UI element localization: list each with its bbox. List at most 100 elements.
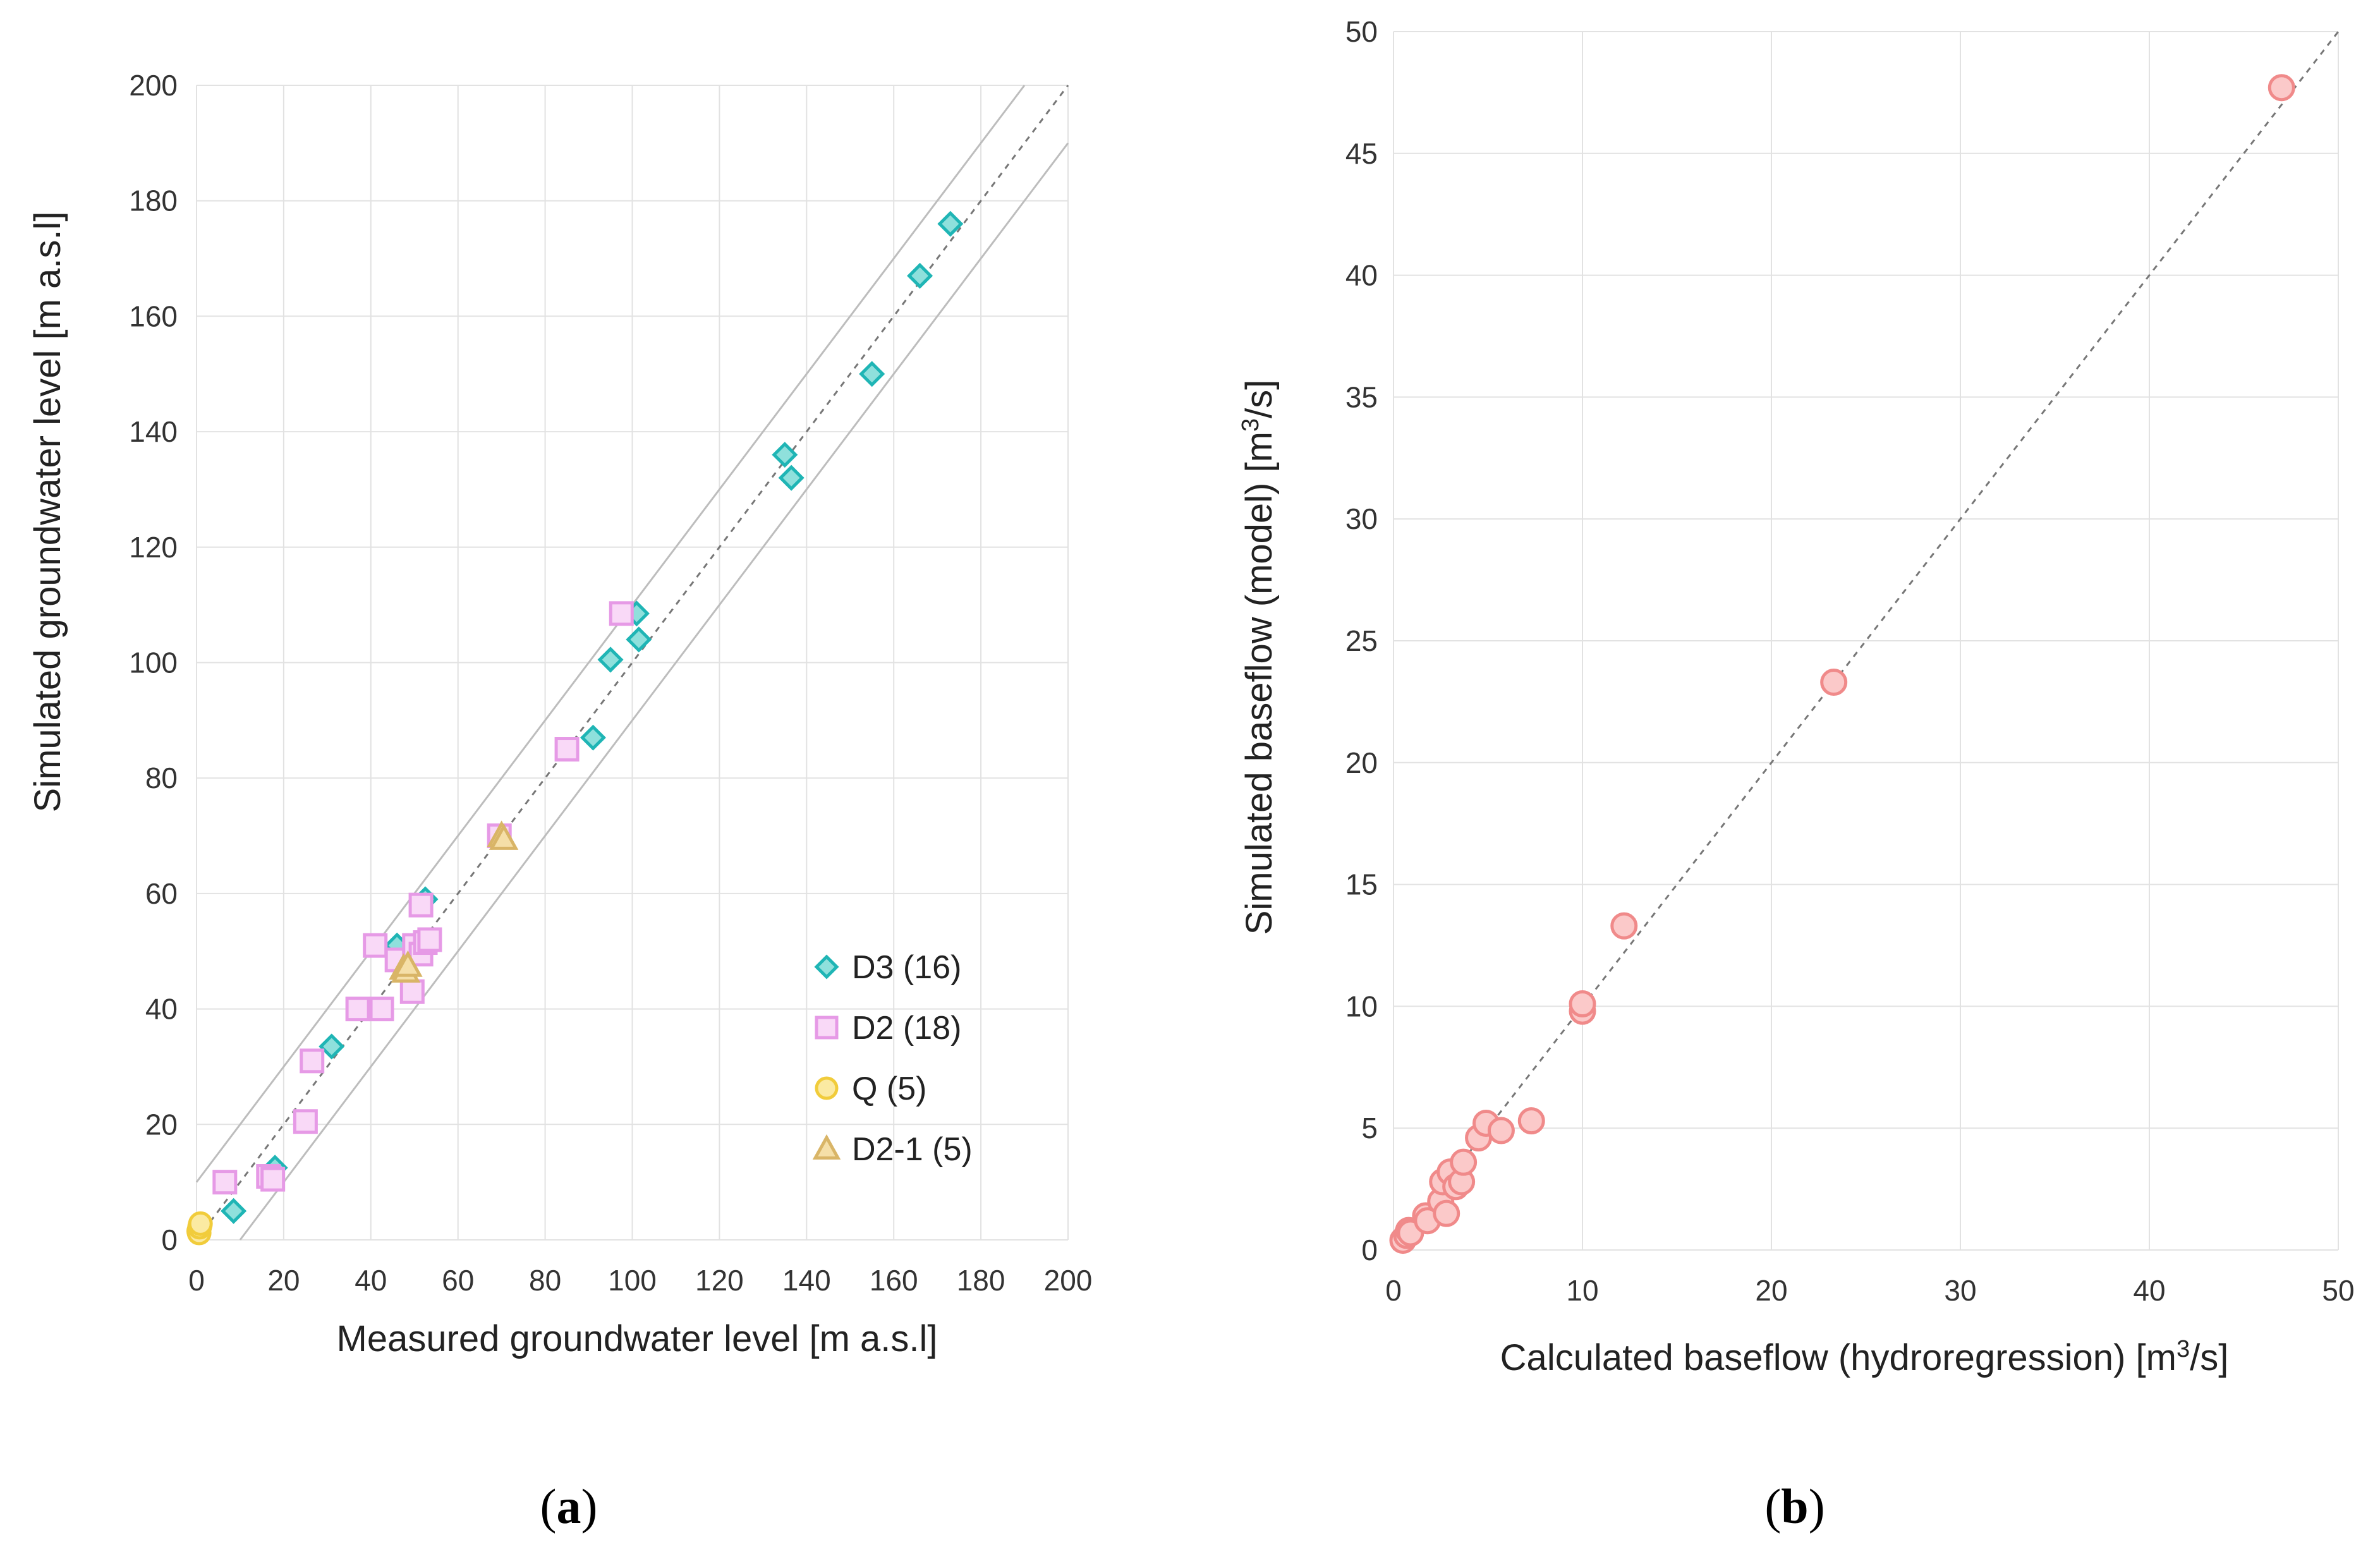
square-point — [345, 997, 370, 1022]
x-tick-label: 30 — [1944, 1274, 1976, 1307]
x-tick-label: 50 — [2322, 1274, 2354, 1307]
square-point — [408, 892, 434, 918]
series-circle — [1389, 74, 2295, 1254]
x-tick-label: 10 — [1566, 1274, 1598, 1307]
legend-label: Q (5) — [852, 1071, 926, 1107]
y-tick-label: 120 — [129, 531, 178, 564]
y-tick-label: 35 — [1345, 380, 1378, 413]
circle-point — [2268, 74, 2295, 102]
y-tick-label: 25 — [1345, 624, 1378, 657]
panel-b-tick-labels: 0 10 20 30 40 50 0 5 10 15 20 25 30 35 40 45 50 — [1345, 15, 2355, 1307]
y-tick-label: 40 — [145, 993, 178, 1026]
legend-item: D3 (16) — [814, 949, 961, 986]
series-circle — [186, 1211, 213, 1246]
y-tick-label: 10 — [1345, 990, 1378, 1022]
x-tick-label: 0 — [1385, 1274, 1402, 1307]
circle-point — [1450, 1148, 1478, 1176]
panel-a-label: (a) — [540, 1479, 598, 1534]
diamond-point — [580, 724, 606, 751]
square-point — [260, 1167, 286, 1192]
y-tick-label: 20 — [1345, 746, 1378, 779]
panel-b-data-points — [1389, 74, 2295, 1254]
panel-a-letter: a — [557, 1479, 581, 1534]
circle-point — [1433, 1199, 1460, 1227]
panel-a-tick-labels: 0 20 40 60 80 100 120 140 160 180 200 0 20 40 60 80 100 1… — [129, 69, 1092, 1297]
x-tick-label: 40 — [355, 1264, 387, 1297]
square-point — [609, 601, 634, 626]
y-tick-label: 140 — [129, 415, 178, 448]
y-tick-label: 0 — [1361, 1234, 1378, 1266]
square-point — [369, 997, 394, 1022]
tolerance-line — [239, 142, 1069, 1241]
diamond-point — [937, 210, 964, 237]
circle-point — [1487, 1117, 1515, 1144]
circle-point — [1610, 912, 1638, 940]
series-diamond — [221, 210, 964, 1224]
y-tick-label: 30 — [1345, 502, 1378, 535]
square-point — [212, 1170, 238, 1195]
panel-a-data-points — [186, 210, 964, 1246]
square-point — [363, 933, 388, 958]
circle-point — [1517, 1107, 1545, 1135]
x-tick-label: 20 — [1755, 1274, 1787, 1307]
x-tick-label: 80 — [529, 1264, 561, 1297]
y-tick-label: 0 — [161, 1223, 178, 1256]
y-tick-label: 160 — [129, 300, 178, 332]
legend-label: D2-1 (5) — [852, 1131, 973, 1168]
diamond-point — [907, 262, 933, 289]
series-triangle — [389, 820, 519, 983]
legend-label: D3 (16) — [852, 949, 961, 986]
diamond-point — [859, 361, 885, 387]
diamond-point — [221, 1198, 247, 1224]
series-square — [212, 601, 634, 1195]
legend-item: D2 (18) — [815, 1010, 961, 1046]
x-tick-label: 160 — [870, 1264, 918, 1297]
x-tick-label: 200 — [1044, 1264, 1093, 1297]
panel-a-legend: D3 (16) D2 (18) Q (5) D2-1 (5) — [812, 949, 973, 1168]
y-tick-label: 50 — [1345, 15, 1378, 48]
circle-point — [188, 1211, 213, 1236]
y-tick-label: 40 — [1345, 259, 1378, 292]
diamond-point — [772, 442, 798, 468]
tolerance-line — [195, 85, 1026, 1183]
diamond-point — [814, 954, 839, 980]
diamond-point — [626, 626, 652, 653]
x-tick-label: 40 — [2133, 1274, 2165, 1307]
x-tick-label: 20 — [267, 1264, 300, 1297]
panel-b-chart: 0 10 20 30 40 50 0 5 10 15 20 25 30 35 40 45 50 Simulate… — [1237, 15, 2355, 1534]
panel-b-y-axis-label: Simulated baseflow (model) [m3/s] — [1237, 380, 1280, 935]
circle-point — [1820, 669, 1848, 696]
x-tick-label: 140 — [782, 1264, 831, 1297]
y-tick-label: 60 — [145, 877, 178, 910]
panel-b-letter: b — [1781, 1479, 1808, 1534]
square-point — [554, 737, 580, 762]
y-tick-label: 5 — [1361, 1112, 1378, 1144]
panel-a-gridlines — [196, 85, 1069, 1241]
y-tick-label: 45 — [1345, 137, 1378, 170]
legend-item: Q (5) — [815, 1071, 926, 1107]
y-tick-label: 15 — [1345, 868, 1378, 901]
diamond-point — [597, 646, 624, 673]
y-tick-label: 80 — [145, 761, 178, 794]
panel-b-gridlines — [1393, 31, 2339, 1251]
x-tick-label: 100 — [608, 1264, 657, 1297]
panel-b-x-axis-label: Calculated baseflow (hydroregression) [m… — [1500, 1336, 2229, 1378]
panel-a-x-axis-label: Measured groundwater level [m a.s.l] — [337, 1318, 938, 1359]
y-tick-label: 20 — [145, 1108, 178, 1141]
legend-item: D2-1 (5) — [812, 1131, 973, 1168]
square-point — [399, 979, 425, 1004]
x-tick-label: 180 — [957, 1264, 1005, 1297]
panel-b-label: (b) — [1764, 1479, 1824, 1534]
diamond-point — [319, 1033, 345, 1060]
x-tick-label: 120 — [695, 1264, 744, 1297]
square-point — [815, 1016, 839, 1040]
x-tick-label: 60 — [442, 1264, 474, 1297]
x-tick-label: 0 — [188, 1264, 205, 1297]
y-tick-label: 180 — [129, 185, 178, 217]
square-point — [293, 1109, 318, 1134]
square-point — [417, 927, 442, 952]
legend-label: D2 (18) — [852, 1010, 961, 1046]
triangle-point — [812, 1134, 841, 1160]
diamond-point — [778, 464, 804, 491]
